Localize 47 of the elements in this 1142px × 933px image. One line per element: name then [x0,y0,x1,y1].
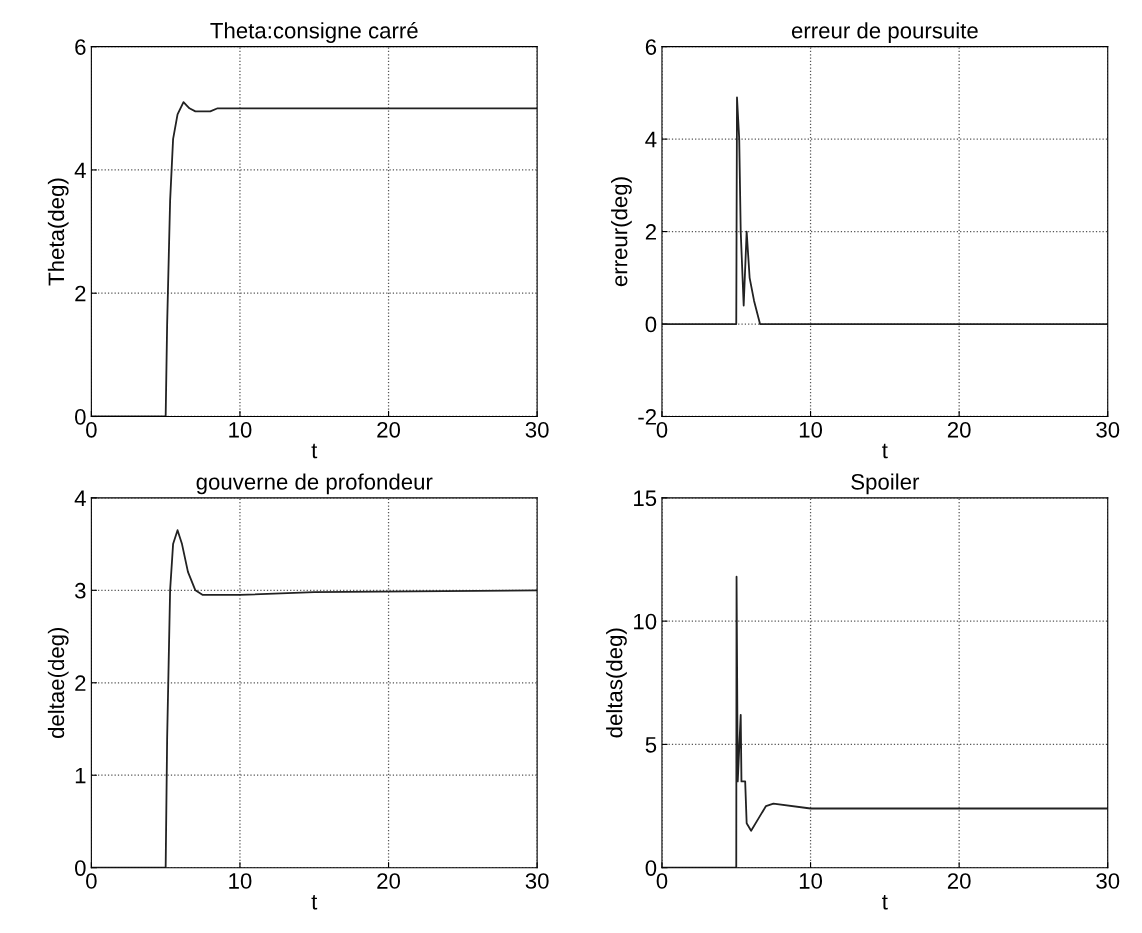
x-tick-label: 10 [229,421,252,438]
y-tick-label: 0 [75,860,86,876]
x-tick-label: 0 [656,873,668,889]
y-tick-label: 4 [645,131,657,148]
x-axis-title: t [882,895,888,910]
x-axis-title: t [311,895,318,910]
y-tick-label: 1 [75,767,86,784]
y-axis-title: Theta(deg) [47,178,69,286]
x-tick-label: 20 [947,421,971,438]
x-tick-label: 0 [656,421,668,438]
chart-title: gouverne de profondeur [196,473,433,495]
x-tick-label: 20 [947,873,971,889]
y-tick-label: 3 [74,582,86,599]
chart-title: erreur de poursuite [791,22,978,43]
y-tick-label: 2 [645,224,656,240]
y-axis-title: deltas(deg) [606,628,627,738]
y-tick-label: 15 [634,490,657,507]
y-tick-label: 2 [75,675,86,691]
y-tick-label: 4 [74,490,86,506]
chart-title: Spoiler [851,473,920,495]
y-tick-label: 6 [645,39,657,55]
chart-title: Theta:consigne carré [210,21,418,43]
y-tick-label: 10 [634,613,657,630]
x-tick-label: 30 [525,421,549,438]
y-tick-label: 4 [74,162,86,178]
y-axis-title: deltae(deg) [47,627,69,739]
y-tick-label: 5 [645,737,657,753]
y-tick-label: 2 [75,285,86,302]
x-tick-label: 30 [1096,421,1120,438]
x-tick-label: 20 [377,421,401,438]
y-tick-label: -2 [638,409,656,425]
x-tick-label: 10 [799,421,823,438]
x-tick-label: 20 [377,873,401,889]
y-axis-title: erreur(deg) [611,177,632,287]
x-tick-label: 10 [229,873,252,889]
y-tick-label: 0 [645,860,657,876]
y-tick-label: 0 [75,409,86,425]
x-tick-label: 0 [86,873,97,889]
x-tick-label: 30 [525,873,549,889]
y-tick-label: 0 [645,316,657,333]
line-series [661,96,1108,325]
x-axis-title: t [882,443,888,459]
x-tick-label: 10 [799,873,823,889]
x-axis-title: t [311,443,318,459]
x-tick-label: 0 [86,421,97,438]
x-tick-label: 30 [1096,873,1120,889]
y-tick-label: 6 [75,39,86,55]
